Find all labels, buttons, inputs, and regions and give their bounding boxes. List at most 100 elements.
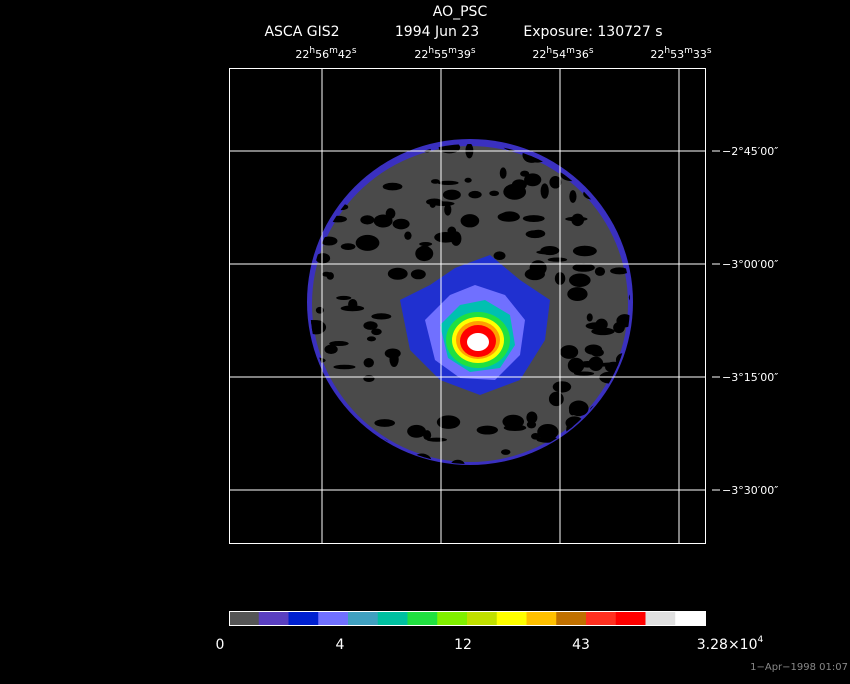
noise-blotch (537, 423, 559, 440)
colorbar-label: 12 (454, 637, 472, 653)
dec-label: −3°15′00″ (722, 371, 778, 384)
dec-labels: −2°45′00″ −3°00′00″ −3°15′00″ −3°30′00″ (712, 145, 778, 497)
noise-blotch (529, 260, 547, 276)
noise-blotch (499, 167, 507, 179)
noise-blotch (619, 396, 630, 404)
noise-blotch (540, 183, 549, 199)
noise-blotch (348, 299, 358, 310)
unit: s (352, 46, 357, 56)
noise-blotch (344, 442, 360, 449)
noise-blotch (336, 295, 352, 300)
noise-blotch (329, 341, 349, 347)
noise-blotch (536, 250, 558, 255)
noise-blotch (594, 267, 606, 276)
colorbar-segment (377, 611, 408, 625)
noise-blotch (522, 215, 545, 222)
noise-blotch (387, 267, 408, 280)
exposure: Exposure: 130727 s (523, 24, 662, 40)
source (400, 255, 550, 395)
noise-blotch (549, 175, 562, 189)
value: 22 (295, 48, 309, 61)
exponent: 4 (757, 635, 763, 645)
colorbar-segment (288, 611, 319, 625)
colorbar-segment (258, 611, 289, 625)
noise-blotch (363, 321, 378, 330)
noise-blotch (460, 214, 480, 228)
colorbar-segment (229, 611, 260, 625)
colorbar-segment (496, 611, 527, 625)
noise-blotch (310, 429, 312, 445)
noise-blotch (300, 220, 307, 224)
ra-label: 22h55m39s (414, 46, 476, 61)
noise-blotch (581, 431, 601, 442)
unit: h (664, 46, 670, 56)
noise-blotch (548, 391, 564, 407)
noise-blotch (415, 247, 426, 260)
noise-blotch (410, 269, 426, 280)
noise-blotch (310, 208, 332, 224)
noise-blotch (335, 436, 358, 452)
noise-blotch (442, 189, 461, 200)
noise-blotch (339, 150, 346, 165)
ra-label: 22h56m42s (295, 46, 357, 61)
colorbar-segment (675, 611, 706, 625)
noise-blotch (531, 433, 541, 440)
colorbar-segment (467, 611, 498, 625)
noise-blotch (310, 214, 320, 219)
noise-blotch (552, 381, 572, 393)
noise-blotch (294, 441, 305, 448)
noise-blotch (613, 321, 625, 334)
unit: s (589, 46, 594, 56)
value: 36 (575, 48, 589, 61)
noise-blotch (300, 207, 307, 216)
noise-blotch (619, 459, 630, 464)
noise-blotch (617, 368, 627, 374)
noise-blotch (547, 257, 568, 262)
colorbar-label: 0 (216, 637, 225, 653)
noise-blotch (310, 405, 317, 419)
noise-blotch (450, 459, 465, 464)
noise-blotch (360, 144, 375, 156)
colorbar (229, 611, 706, 625)
noise-blotch (363, 357, 374, 368)
noise-blotch (568, 406, 576, 416)
noise-blotch (476, 425, 498, 435)
noise-blotch (366, 336, 376, 342)
noise-blotch (389, 351, 399, 368)
noise-blotch (573, 371, 595, 376)
noise-blotch (437, 180, 459, 186)
noise-blotch (374, 419, 396, 427)
colorbar-segment (348, 611, 379, 625)
noise-blotch (586, 313, 593, 322)
value: 54 (552, 48, 566, 61)
title: AO_PSC (433, 4, 488, 20)
noise-blotch (591, 435, 611, 444)
noise-blotch (447, 226, 457, 236)
unit: m (329, 46, 338, 56)
noise-blotch (493, 251, 506, 261)
noise-blotch (526, 411, 538, 424)
noise-blotch (596, 319, 606, 330)
ra-label: 22h53m33s (650, 46, 712, 61)
noise-blotch (355, 234, 380, 251)
colorbar-segment (437, 611, 468, 625)
instrument: ASCA GIS2 (264, 24, 339, 40)
noise-blotch (310, 190, 322, 204)
noise-blotch (444, 203, 452, 216)
noise-blotch (363, 375, 375, 382)
value: 22 (414, 48, 428, 61)
coordinate-grid (229, 68, 706, 544)
colorbar-frame (229, 611, 706, 626)
noise-blotch (295, 139, 308, 144)
noise-blotch (524, 173, 542, 187)
noise-blotch (579, 361, 596, 368)
noise-blotch (407, 424, 426, 438)
noise-blotch (565, 216, 588, 222)
noise-blotch (626, 348, 630, 360)
noise-blotch (334, 436, 353, 450)
noise-blotch (631, 161, 644, 169)
unit: m (566, 46, 575, 56)
noise-blotch (589, 403, 613, 417)
noise-blotch (392, 218, 410, 230)
